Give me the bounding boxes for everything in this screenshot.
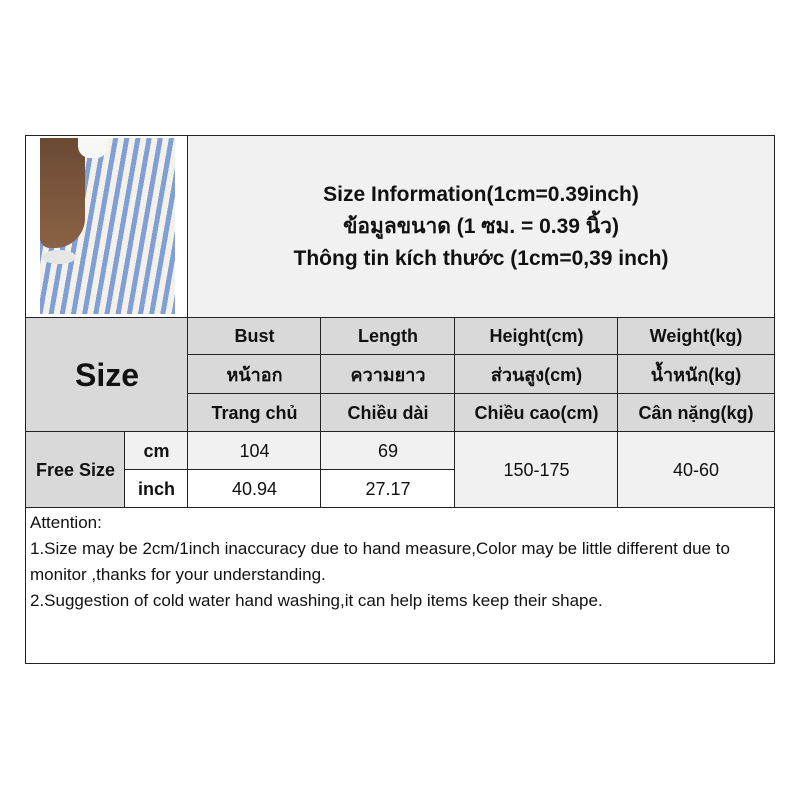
product-photo [40, 138, 175, 314]
attention-line-1: 1.Size may be 2cm/1inch inaccuracy due t… [30, 539, 730, 584]
header-height-th: ส่วนสูง(cm) [454, 354, 619, 395]
attention-line-2: 2.Suggestion of cold water hand washing,… [30, 591, 603, 610]
header-height-en: Height(cm) [454, 317, 619, 356]
size-free-size: Free Size [25, 431, 126, 509]
title-vi: Thông tin kích thước (1cm=0,39 inch) [293, 247, 669, 270]
header-bust-en: Bust [187, 317, 322, 356]
weight-range: 40-60 [617, 431, 775, 509]
header-bust-vi: Trang chủ [187, 393, 322, 433]
header-weight-vi: Cân nặng(kg) [617, 393, 775, 433]
bust-inch: 40.94 [187, 469, 322, 509]
title-en: Size Information(1cm=0.39inch) [323, 183, 639, 206]
header-length-vi: Chiều dài [320, 393, 456, 433]
title-th: ข้อมูลขนาด (1 ซม. = 0.39 นิ้ว) [343, 215, 619, 238]
unit-inch: inch [124, 469, 189, 509]
length-cm: 69 [320, 431, 456, 471]
header-length-en: Length [320, 317, 456, 356]
attention-notes: Attention: 1.Size may be 2cm/1inch inacc… [25, 507, 775, 664]
bust-cm: 104 [187, 431, 322, 471]
header-bust-th: หน้าอก [187, 354, 322, 395]
size-info-title: Size Information(1cm=0.39inch) ข้อมูลขนา… [187, 135, 775, 319]
length-inch: 27.17 [320, 469, 456, 509]
unit-cm: cm [124, 431, 189, 471]
height-range: 150-175 [454, 431, 619, 509]
header-weight-th: น้ำหนัก(kg) [617, 354, 775, 395]
header-length-th: ความยาว [320, 354, 456, 395]
header-height-vi: Chiều cao(cm) [454, 393, 619, 433]
header-weight-en: Weight(kg) [617, 317, 775, 356]
size-header: Size [25, 317, 189, 433]
attention-heading: Attention: [30, 513, 102, 532]
